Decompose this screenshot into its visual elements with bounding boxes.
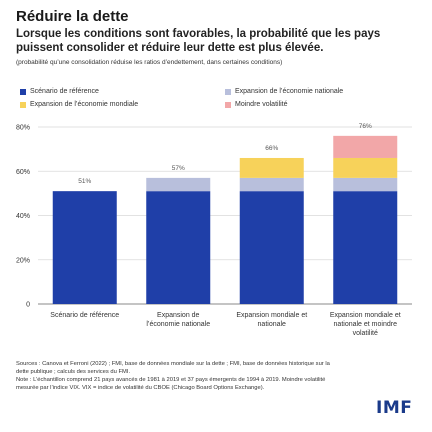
bar-segment <box>333 157 398 178</box>
bar-segment <box>239 177 304 192</box>
bar-segment <box>146 191 211 304</box>
legend-label-baseline: Scénario de référence <box>30 88 99 95</box>
bar-segment <box>333 135 398 158</box>
legend-item-baseline: Scénario de référence <box>20 88 99 95</box>
x-tick-label: nationale et moindre <box>334 321 398 328</box>
footer-sources: Sources : Canova et Ferroni (2022) ; FMI… <box>16 361 330 375</box>
x-tick-label: nationale <box>258 321 287 328</box>
legend-swatch-volatility <box>225 101 231 108</box>
y-tick-label: 40% <box>16 213 30 220</box>
chart-subtitle: Lorsque les conditions sont favorables, … <box>16 28 381 54</box>
x-tick-label: Expansion de <box>157 312 200 319</box>
legend-item-domestic: Expansion de l’économie nationale <box>225 88 343 95</box>
x-tick-label: Expansion mondiale et <box>236 312 307 319</box>
x-tick-label: l’économie nationale <box>146 321 210 328</box>
bar-segment <box>239 157 304 178</box>
legend-swatch-domestic <box>225 88 231 95</box>
stacked-bar-chart: 0 20% 40% 60% 80% 51% Scénario de référence 57%… <box>16 123 412 337</box>
legend-label-global: Expansion de l’économie mondiale <box>30 101 139 108</box>
legend-item-global: Expansion de l’économie mondiale <box>20 101 138 108</box>
bar-total-label: 57% <box>172 165 185 172</box>
chart-note: (probabilité qu’une consolidation réduis… <box>16 59 283 66</box>
y-tick-label: 80% <box>16 125 30 132</box>
bar-total-label: 76% <box>359 123 372 130</box>
legend-swatch-baseline <box>20 88 26 95</box>
bar-segment <box>333 177 398 192</box>
bar-segment <box>52 191 117 304</box>
chart-header: Réduire la dette Lorsque les conditions … <box>16 8 420 67</box>
x-tick-label: Scénario de référence <box>50 312 119 319</box>
bar-segment <box>146 177 211 192</box>
x-tick-label: Expansion mondiale et <box>330 312 401 319</box>
legend-item-volatility: Moindre volatilité <box>225 101 288 108</box>
legend-swatch-global <box>20 101 26 108</box>
chart-title: Réduire la dette <box>16 8 129 25</box>
bar-total-label: 66% <box>265 145 278 152</box>
bar-segment <box>333 191 398 304</box>
y-tick-label: 20% <box>16 257 30 264</box>
chart-footer: Sources : Canova et Ferroni (2022) ; FMI… <box>16 360 336 392</box>
footer-note: Note : L’échantillon comprend 21 pays av… <box>16 377 326 391</box>
x-tick-label: volatilité <box>353 330 378 337</box>
bar-total-label: 51% <box>78 178 91 185</box>
y-tick-label: 0 <box>26 302 30 309</box>
bar-segment <box>239 191 304 304</box>
legend-label-domestic: Expansion de l’économie nationale <box>235 88 344 95</box>
legend-label-volatility: Moindre volatilité <box>235 101 288 108</box>
y-tick-label: 60% <box>16 169 30 176</box>
imf-logo: IMF <box>376 398 413 418</box>
